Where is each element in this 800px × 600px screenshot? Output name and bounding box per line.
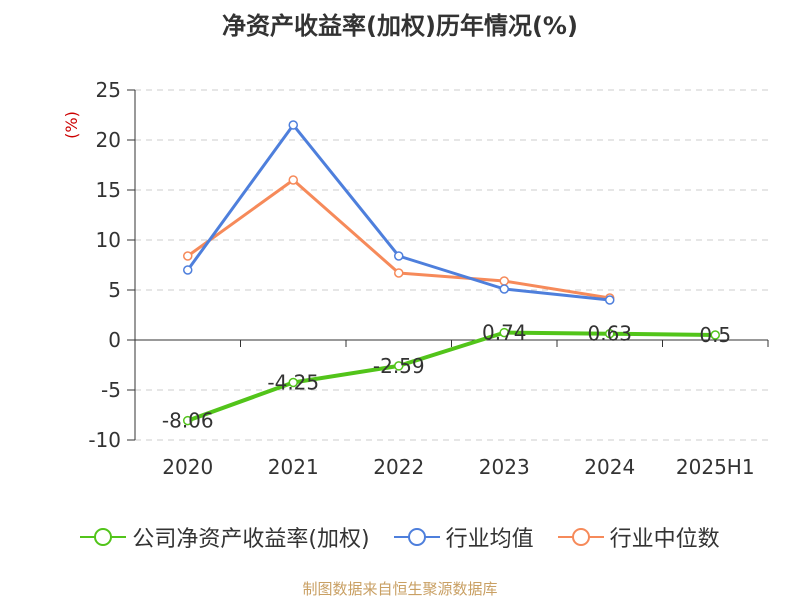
legend-average-icon (393, 528, 440, 546)
y-tick-label: 10 (96, 228, 121, 252)
data-label: 0.5 (699, 323, 731, 347)
grid-lines (135, 89, 768, 441)
y-tick-label: 20 (96, 128, 121, 152)
legend-average-label: 行业均值 (445, 527, 534, 552)
data-point (605, 295, 615, 305)
data-point (499, 284, 509, 294)
data-source: 制图数据来自恒生聚源数据库 (302, 580, 498, 598)
y-tick-label: -10 (88, 428, 121, 452)
data-label: -8.06 (162, 409, 214, 433)
y-tick-label: 15 (96, 178, 121, 202)
series-line (186, 178, 610, 300)
x-tick-label: 2025H1 (676, 455, 755, 479)
legend: 公司净资产收益率(加权) 行业均值 行业中位数 (0, 520, 800, 554)
data-label: -2.59 (373, 354, 425, 378)
data-point (288, 377, 298, 388)
x-tick-label: 2023 (479, 455, 530, 479)
data-point (183, 415, 193, 426)
y-tick-label: 5 (108, 278, 121, 302)
data-point (499, 327, 509, 338)
data-label: 0.74 (482, 321, 527, 345)
data-label: -4.25 (267, 371, 319, 395)
axes: 25 20 15 10 5 0 -5 -10 2020 2021 2022 2023 2024 2025H… (62, 78, 769, 479)
data-point (394, 268, 404, 278)
series-line (187, 330, 716, 423)
data-point (394, 361, 404, 371)
legend-item-company[interactable]: 公司净资产收益率(加权) (80, 521, 370, 553)
data-point (605, 328, 615, 339)
y-tick-label: 0 (108, 328, 121, 352)
x-tick-label: 2021 (268, 455, 319, 479)
x-tick-label: 2020 (162, 455, 213, 479)
data-point (288, 120, 298, 130)
legend-item-industry-median[interactable]: 行业中位数 (557, 521, 720, 553)
data-point (710, 330, 720, 340)
legend-company-label: 公司净资产收益率(加权) (132, 527, 370, 552)
y-axis-label: (%) (62, 111, 81, 139)
data-label: 0.63 (587, 322, 632, 346)
legend-item-industry-average[interactable]: 行业均值 (393, 521, 534, 553)
legend-median-icon (557, 528, 604, 546)
data-labels: -8.06 -4.25 -2.59 0.74 0.63 0.5 (162, 321, 731, 433)
legend-median-label: 行业中位数 (609, 527, 720, 552)
data-point (394, 251, 404, 261)
chart-title: 净资产收益率(加权)历年情况(%) (222, 12, 578, 40)
y-tick-label: 25 (96, 78, 121, 102)
x-tick-label: 2024 (584, 455, 635, 479)
series-lines (183, 120, 720, 426)
legend-company-icon (80, 528, 127, 546)
data-point (183, 251, 193, 261)
y-tick-label: -5 (101, 378, 121, 402)
data-point (499, 276, 509, 286)
data-point (183, 265, 193, 275)
data-point (288, 175, 298, 185)
x-tick-label: 2022 (373, 455, 424, 479)
